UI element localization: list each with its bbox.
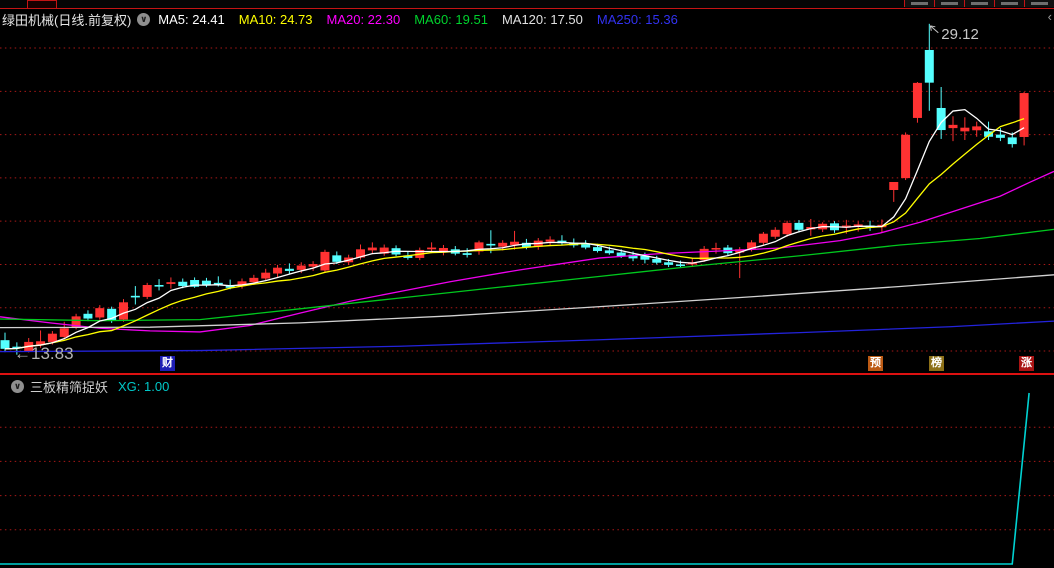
candle	[190, 277, 200, 288]
candles-layer	[0, 23, 1029, 355]
candle	[130, 286, 140, 305]
candle	[545, 236, 555, 247]
ma-label-3: MA60: 19.51	[414, 11, 488, 27]
ma-line-MA120	[0, 274, 1054, 329]
toolbar-divider-line	[0, 8, 1054, 9]
candle	[652, 255, 662, 265]
candle	[379, 244, 389, 256]
candle	[462, 248, 472, 258]
candle	[95, 305, 105, 320]
toolbar-button[interactable]	[904, 0, 934, 7]
candle	[166, 277, 176, 289]
candle	[332, 251, 342, 265]
candle	[960, 117, 970, 141]
ma-line-MA60	[0, 228, 1054, 322]
ma-label-1: MA10: 24.73	[238, 11, 313, 27]
toolbar-remnant	[0, 0, 1054, 9]
ma-line-MA20	[0, 170, 1054, 333]
ma-label-4: MA120: 17.50	[501, 11, 583, 27]
sub-indicator-value: XG: 1.00	[118, 379, 170, 394]
low-price-annotation: ←13.83	[14, 344, 74, 363]
xg-line	[0, 392, 1030, 565]
candle	[901, 132, 911, 181]
candle	[367, 242, 377, 255]
toolbar-right-buttons[interactable]	[904, 0, 1054, 8]
toolbar-button[interactable]	[934, 0, 964, 7]
ma-line-MA10	[4, 118, 1025, 350]
candle	[83, 310, 93, 322]
event-badge-1[interactable]: 预	[868, 356, 883, 371]
toolbar-button[interactable]	[964, 0, 994, 7]
svg-text:29.12: 29.12	[941, 26, 979, 43]
candle	[972, 121, 982, 137]
candle	[557, 235, 567, 246]
candle	[770, 227, 780, 239]
candle	[936, 86, 946, 139]
candle	[782, 220, 792, 237]
sub-grid-layer	[0, 426, 1054, 531]
ma-label-5: MA250: 15.36	[596, 11, 678, 27]
candle	[948, 116, 958, 142]
toolbar-button[interactable]	[1024, 0, 1054, 7]
main-chart[interactable]: 29.12	[0, 22, 1054, 374]
sub-indicator-name: 三板精筛捉妖	[30, 380, 109, 395]
event-badge-3[interactable]: 涨	[1019, 356, 1034, 371]
candle	[273, 264, 283, 277]
candle	[794, 220, 804, 233]
candle	[261, 268, 271, 281]
candle	[320, 249, 330, 273]
candle	[510, 230, 520, 250]
event-badge-2[interactable]: 榜	[929, 356, 944, 371]
candle	[119, 299, 128, 322]
candle	[237, 278, 247, 289]
collapse-panel-icon[interactable]: ‹	[1047, 9, 1052, 24]
ma-line-MA250	[0, 320, 1054, 353]
sub-indicator-header: ∨ 三板精筛捉妖 XG: 1.00	[5, 377, 169, 396]
candle	[912, 82, 922, 123]
ma-label-0: MA5: 24.41	[158, 11, 225, 27]
candle	[142, 282, 152, 300]
candle	[308, 261, 318, 271]
ma-lines-layer	[0, 108, 1054, 353]
chart-header: 绿田机械(日线.前复权) ∨ MA5: 24.41 MA10: 24.73 MA20…	[2, 10, 678, 28]
candle	[474, 240, 484, 255]
candle	[889, 181, 899, 202]
chevron-down-icon[interactable]: ∨	[137, 12, 151, 26]
ma-legend: MA5: 24.41 MA10: 24.73 MA20: 22.30 MA60: 19…	[158, 12, 678, 27]
event-badge-0[interactable]: 财	[160, 356, 175, 371]
panel-divider	[0, 373, 1054, 375]
ma-label-2: MA20: 22.30	[326, 11, 401, 27]
candle	[438, 244, 448, 256]
sub-indicator-chart[interactable]	[0, 375, 1054, 568]
stock-title: 绿田机械(日线.前复权)	[2, 12, 132, 28]
candle	[699, 246, 709, 262]
candle	[924, 23, 934, 111]
toolbar-button[interactable]	[994, 0, 1024, 7]
chevron-down-icon[interactable]: ∨	[11, 380, 24, 393]
candle	[284, 263, 294, 275]
grid-layer	[0, 47, 1054, 352]
candle	[581, 240, 591, 250]
candle	[758, 231, 768, 245]
candle	[498, 240, 508, 251]
candle	[984, 121, 994, 141]
candle	[154, 279, 164, 291]
ma-line-MA5	[4, 108, 1025, 350]
high-price-annotation: 29.12	[929, 25, 979, 43]
candle	[711, 242, 721, 254]
